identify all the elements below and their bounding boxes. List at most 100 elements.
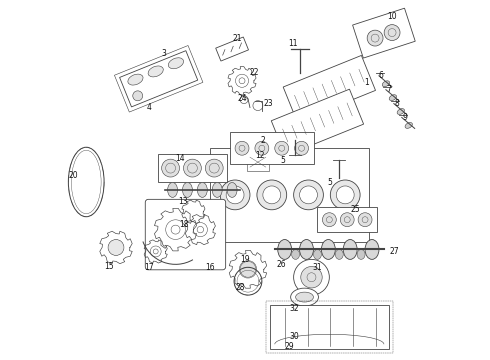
Circle shape bbox=[171, 225, 180, 234]
Bar bbox=[158, 154, 227, 182]
Circle shape bbox=[358, 213, 372, 227]
Circle shape bbox=[384, 24, 400, 41]
Text: 4: 4 bbox=[147, 103, 151, 112]
Circle shape bbox=[275, 141, 289, 155]
Circle shape bbox=[263, 186, 281, 204]
Text: 17: 17 bbox=[144, 263, 153, 272]
Ellipse shape bbox=[321, 239, 335, 260]
Ellipse shape bbox=[128, 74, 143, 85]
Text: 15: 15 bbox=[104, 262, 114, 271]
Circle shape bbox=[239, 78, 245, 84]
Text: 23: 23 bbox=[263, 99, 272, 108]
Circle shape bbox=[330, 180, 360, 210]
Text: 27: 27 bbox=[389, 247, 399, 256]
FancyBboxPatch shape bbox=[145, 199, 226, 270]
Text: 28: 28 bbox=[235, 283, 245, 292]
Circle shape bbox=[294, 260, 329, 295]
Text: 30: 30 bbox=[290, 332, 299, 341]
Circle shape bbox=[113, 244, 120, 251]
Text: 6: 6 bbox=[378, 71, 383, 80]
Circle shape bbox=[294, 141, 309, 155]
Ellipse shape bbox=[291, 288, 318, 306]
Text: 22: 22 bbox=[249, 68, 259, 77]
Ellipse shape bbox=[278, 239, 292, 260]
Circle shape bbox=[294, 180, 323, 210]
Text: 31: 31 bbox=[313, 263, 322, 272]
Circle shape bbox=[191, 209, 196, 214]
Circle shape bbox=[299, 186, 318, 204]
Ellipse shape bbox=[292, 249, 299, 260]
Text: 10: 10 bbox=[387, 12, 397, 21]
Ellipse shape bbox=[295, 292, 314, 302]
Text: 19: 19 bbox=[240, 255, 250, 264]
Ellipse shape bbox=[169, 58, 184, 69]
Circle shape bbox=[367, 30, 383, 46]
Text: 1: 1 bbox=[365, 78, 369, 87]
Ellipse shape bbox=[212, 183, 222, 197]
Polygon shape bbox=[270, 305, 389, 349]
Text: 3: 3 bbox=[161, 49, 166, 58]
Text: 13: 13 bbox=[179, 197, 188, 206]
Text: 32: 32 bbox=[290, 305, 299, 314]
Ellipse shape bbox=[182, 183, 193, 197]
Ellipse shape bbox=[357, 249, 365, 260]
Circle shape bbox=[197, 226, 203, 233]
Circle shape bbox=[183, 159, 201, 177]
Text: 2: 2 bbox=[261, 136, 265, 145]
Bar bbox=[247, 153, 269, 171]
Circle shape bbox=[340, 213, 354, 227]
Ellipse shape bbox=[335, 168, 343, 172]
Ellipse shape bbox=[314, 249, 321, 260]
Ellipse shape bbox=[168, 183, 177, 197]
Text: 8: 8 bbox=[394, 99, 399, 108]
Text: 26: 26 bbox=[277, 260, 287, 269]
Text: 16: 16 bbox=[205, 263, 215, 272]
Text: 25: 25 bbox=[350, 205, 360, 214]
Circle shape bbox=[244, 265, 252, 273]
Ellipse shape bbox=[227, 183, 237, 197]
Circle shape bbox=[108, 239, 124, 255]
Polygon shape bbox=[230, 132, 314, 164]
Text: 9: 9 bbox=[402, 113, 407, 122]
Text: 14: 14 bbox=[176, 154, 185, 163]
Ellipse shape bbox=[335, 249, 343, 260]
Ellipse shape bbox=[389, 95, 396, 100]
Text: 29: 29 bbox=[285, 342, 294, 351]
Ellipse shape bbox=[299, 239, 314, 260]
Text: 7: 7 bbox=[387, 85, 392, 94]
Text: 20: 20 bbox=[69, 171, 78, 180]
Polygon shape bbox=[283, 55, 375, 122]
Text: 5: 5 bbox=[327, 179, 332, 188]
Bar bbox=[266, 301, 393, 353]
Circle shape bbox=[255, 141, 269, 155]
Circle shape bbox=[226, 186, 244, 204]
Text: 24: 24 bbox=[237, 94, 247, 103]
Circle shape bbox=[322, 213, 336, 227]
Circle shape bbox=[162, 159, 179, 177]
Circle shape bbox=[253, 100, 263, 111]
Bar bbox=[318, 207, 377, 232]
Circle shape bbox=[240, 261, 256, 277]
Circle shape bbox=[240, 96, 248, 104]
Ellipse shape bbox=[397, 109, 404, 114]
Circle shape bbox=[235, 141, 249, 155]
Circle shape bbox=[153, 249, 158, 254]
Ellipse shape bbox=[133, 91, 143, 101]
Ellipse shape bbox=[148, 66, 163, 77]
Ellipse shape bbox=[291, 146, 298, 151]
Circle shape bbox=[205, 159, 223, 177]
Polygon shape bbox=[120, 51, 198, 107]
Text: 5: 5 bbox=[280, 156, 285, 165]
Circle shape bbox=[336, 186, 354, 204]
Polygon shape bbox=[210, 148, 369, 242]
Circle shape bbox=[257, 180, 287, 210]
Text: 18: 18 bbox=[179, 220, 188, 229]
Polygon shape bbox=[353, 8, 415, 58]
Ellipse shape bbox=[382, 81, 390, 87]
Ellipse shape bbox=[365, 239, 379, 260]
Polygon shape bbox=[216, 37, 248, 61]
Circle shape bbox=[301, 266, 322, 288]
Ellipse shape bbox=[197, 183, 207, 197]
Polygon shape bbox=[271, 89, 364, 156]
Ellipse shape bbox=[343, 239, 357, 260]
